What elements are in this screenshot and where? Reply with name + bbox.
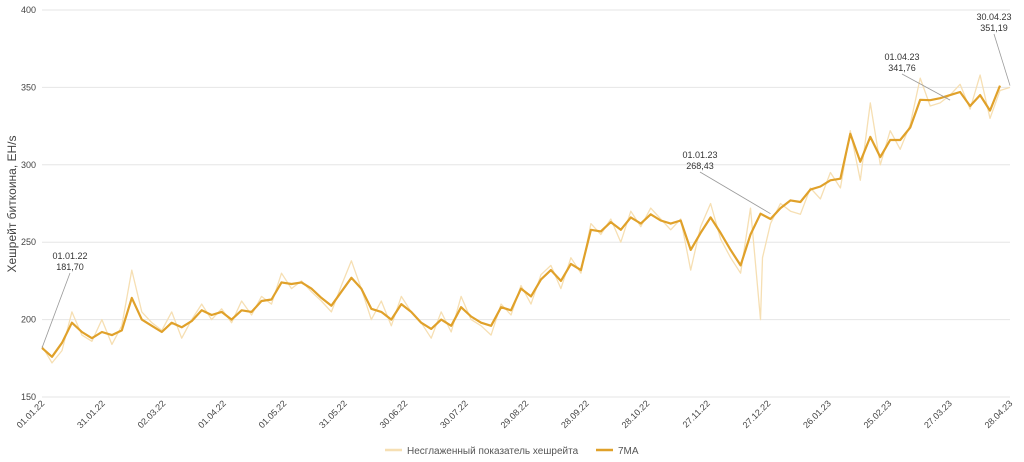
x-tick-label: 01.01.22 [15, 398, 47, 430]
annotation-date: 01.01.23 [682, 150, 717, 160]
legend: Несглаженный показатель хешрейта 7MA [385, 446, 639, 457]
y-tick-label: 150 [21, 392, 36, 402]
y-axis-ticks: 150 200 250 300 350 400 [21, 5, 36, 402]
x-axis-ticks: 01.01.22 31.01.22 02.03.22 01.04.22 01.05.22… [15, 398, 1015, 430]
annotation-leader-line [41, 272, 71, 349]
annotation-leader-line [699, 171, 771, 215]
annotation-value: 341,76 [888, 63, 916, 73]
y-axis-title: Хешрейт биткоина, EH/s [5, 136, 19, 273]
annotation-value: 351,19 [980, 23, 1008, 33]
legend-label-ma: 7MA [618, 446, 639, 457]
y-tick-label: 250 [21, 237, 36, 247]
x-tick-label: 02.03.22 [136, 398, 168, 430]
x-tick-label: 28.04.23 [983, 398, 1015, 430]
x-tick-label: 26.01.23 [801, 398, 833, 430]
annotation-date: 01.01.22 [52, 251, 87, 261]
annotation-leader-line [993, 33, 1011, 86]
x-tick-label: 27.11.22 [681, 398, 712, 429]
ma7-line [41, 85, 1002, 358]
y-tick-label: 400 [21, 5, 36, 15]
x-tick-label: 30.06.22 [378, 398, 410, 430]
x-tick-label: 30.07.22 [438, 398, 470, 430]
x-tick-label: 01.05.22 [257, 398, 289, 430]
annotation-date: 30.04.23 [976, 12, 1011, 22]
annotation-leader-line [901, 73, 951, 101]
x-tick-label: 31.05.22 [317, 398, 349, 430]
series-layer [41, 74, 1011, 364]
annotation-date: 01.04.23 [884, 52, 919, 62]
x-tick-label: 25.02.23 [862, 398, 894, 430]
grid-lines [42, 9, 1010, 398]
y-tick-label: 350 [21, 82, 36, 92]
x-tick-label: 31.01.22 [75, 398, 107, 430]
x-tick-label: 27.03.23 [922, 398, 954, 430]
annotation-value: 268,43 [686, 161, 714, 171]
x-tick-label: 28.10.22 [620, 398, 652, 430]
x-tick-label: 29.08.22 [499, 398, 531, 430]
x-tick-label: 01.04.22 [196, 398, 228, 430]
x-tick-label: 28.09.22 [559, 398, 591, 430]
x-tick-label: 27.12.22 [741, 398, 773, 430]
y-tick-label: 200 [21, 315, 36, 325]
y-tick-label: 300 [21, 160, 36, 170]
legend-label-raw: Несглаженный показатель хешрейта [407, 446, 579, 457]
annotation-value: 181,70 [56, 262, 84, 272]
